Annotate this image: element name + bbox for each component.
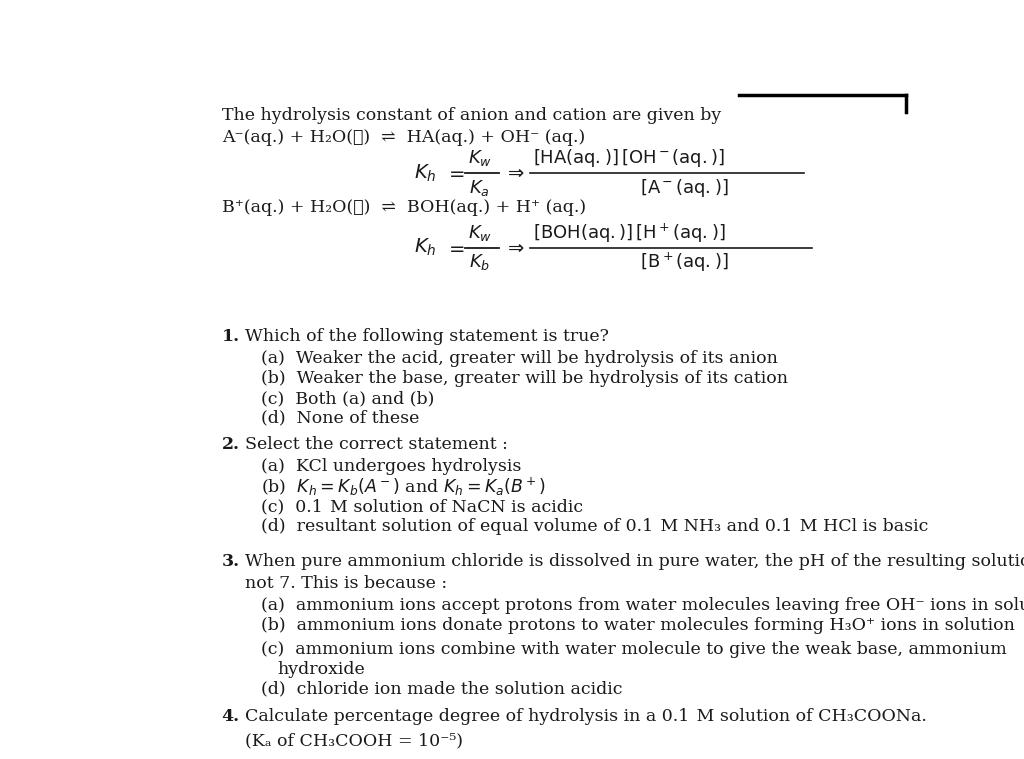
- Text: $\mathrm{[BOH(aq.)]\,[H^+(aq.)]}$: $\mathrm{[BOH(aq.)]\,[H^+(aq.)]}$: [532, 222, 725, 244]
- Text: A⁻(aq.) + H₂O(ℓ)  ⇌  HA(aq.) + OH⁻ (aq.): A⁻(aq.) + H₂O(ℓ) ⇌ HA(aq.) + OH⁻ (aq.): [221, 129, 585, 146]
- Text: (d)  chloride ion made the solution acidic: (d) chloride ion made the solution acidi…: [261, 681, 623, 698]
- Text: (b)  ammonium ions donate protons to water molecules forming H₃O⁺ ions in soluti: (b) ammonium ions donate protons to wate…: [261, 617, 1015, 635]
- Text: $K_w$: $K_w$: [468, 148, 492, 168]
- Text: $K_b$: $K_b$: [469, 252, 490, 272]
- Text: $\Rightarrow$: $\Rightarrow$: [504, 164, 525, 182]
- Text: not 7. This is because :: not 7. This is because :: [246, 575, 447, 592]
- Text: $\Rightarrow$: $\Rightarrow$: [504, 239, 525, 257]
- Text: (a)  Weaker the acid, greater will be hydrolysis of its anion: (a) Weaker the acid, greater will be hyd…: [261, 350, 778, 367]
- Text: (d)  resultant solution of equal volume of 0.1  M NH₃ and 0.1  M HCl is basic: (d) resultant solution of equal volume o…: [261, 518, 929, 535]
- Text: (b)  Weaker the base, greater will be hydrolysis of its cation: (b) Weaker the base, greater will be hyd…: [261, 370, 788, 387]
- Text: 1.: 1.: [221, 328, 240, 345]
- Text: Calculate percentage degree of hydrolysis in a 0.1  M solution of CH₃COONa.: Calculate percentage degree of hydrolysi…: [246, 708, 928, 725]
- Text: $=$: $=$: [445, 164, 466, 182]
- Text: 2.: 2.: [221, 436, 240, 453]
- Text: B⁺(aq.) + H₂O(ℓ)  ⇌  BOH(aq.) + H⁺ (aq.): B⁺(aq.) + H₂O(ℓ) ⇌ BOH(aq.) + H⁺ (aq.): [221, 200, 586, 216]
- Text: 3.: 3.: [221, 553, 240, 570]
- Text: hydroxide: hydroxide: [278, 660, 365, 678]
- Text: $K_h$: $K_h$: [414, 162, 436, 184]
- Text: (d)  None of these: (d) None of these: [261, 410, 420, 427]
- Text: $K_w$: $K_w$: [468, 223, 492, 243]
- Text: (a)  KCl undergoes hydrolysis: (a) KCl undergoes hydrolysis: [261, 458, 521, 475]
- Text: $K_a$: $K_a$: [469, 178, 489, 197]
- Text: (a)  ammonium ions accept protons from water molecules leaving free OH⁻ ions in : (a) ammonium ions accept protons from wa…: [261, 597, 1024, 615]
- Text: $\mathrm{[B^+(aq.)]}$: $\mathrm{[B^+(aq.)]}$: [640, 250, 729, 274]
- Text: 4.: 4.: [221, 708, 240, 725]
- Text: (b)  $K_h = K_b(A^-)$ and $K_h = K_a(B^+)$: (b) $K_h = K_b(A^-)$ and $K_h = K_a(B^+)…: [261, 476, 547, 498]
- Text: (Kₐ of CH₃COOH = 10⁻⁵): (Kₐ of CH₃COOH = 10⁻⁵): [246, 732, 464, 749]
- Text: (c)  ammonium ions combine with water molecule to give the weak base, ammonium: (c) ammonium ions combine with water mol…: [261, 641, 1007, 658]
- Text: $\mathrm{[HA(aq.)]\,[OH^-(aq.)]}$: $\mathrm{[HA(aq.)]\,[OH^-(aq.)]}$: [532, 147, 725, 169]
- Text: Which of the following statement is true?: Which of the following statement is true…: [246, 328, 609, 345]
- Text: $\mathrm{[A^-(aq.)]}$: $\mathrm{[A^-(aq.)]}$: [640, 177, 729, 199]
- Text: Select the correct statement :: Select the correct statement :: [246, 436, 508, 453]
- Text: The hydrolysis constant of anion and cation are given by: The hydrolysis constant of anion and cat…: [221, 107, 721, 124]
- Text: $K_h$: $K_h$: [414, 237, 436, 258]
- Text: When pure ammonium chloride is dissolved in pure water, the pH of the resulting : When pure ammonium chloride is dissolved…: [246, 553, 1024, 570]
- Text: (c)  0.1  M solution of NaCN is acidic: (c) 0.1 M solution of NaCN is acidic: [261, 498, 584, 515]
- Text: $=$: $=$: [445, 239, 466, 257]
- Text: (c)  Both (a) and (b): (c) Both (a) and (b): [261, 390, 435, 407]
